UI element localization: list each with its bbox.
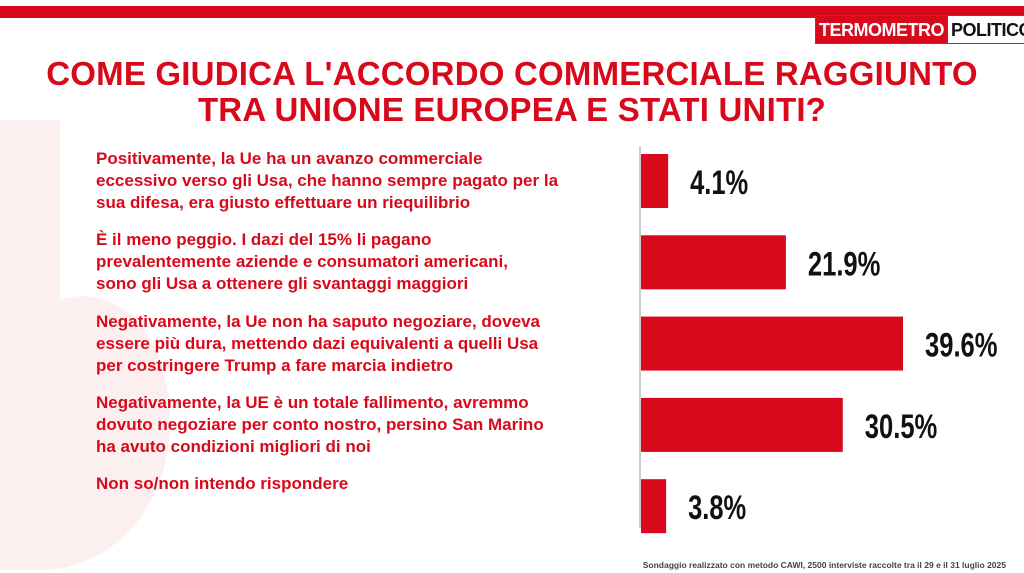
logo-part-termometro: TERMOMETRO bbox=[816, 16, 947, 43]
chart-title: COME GIUDICA L'ACCORDO COMMERCIALE RAGGI… bbox=[0, 56, 1024, 128]
category-label: È il meno peggio. I dazi del 15% li paga… bbox=[96, 229, 636, 295]
bar bbox=[641, 235, 786, 290]
category-label-line: È il meno peggio. I dazi del 15% li paga… bbox=[96, 230, 432, 250]
bar-value-label: 21.9% bbox=[808, 245, 881, 283]
logo-part-politico: POLITICO bbox=[947, 16, 1024, 43]
category-label-line: essere più dura, mettendo dazi equivalen… bbox=[96, 333, 539, 353]
category-label-line: dovuto negoziare per conto nostro, persi… bbox=[96, 414, 544, 434]
title-line-2: TRA UNIONE EUROPEA E STATI UNITI? bbox=[197, 91, 827, 128]
category-label-line: Negativamente, la Ue non ha saputo negoz… bbox=[96, 311, 541, 331]
top-accent-bar bbox=[0, 6, 1024, 18]
footer-note: Sondaggio realizzato con metodo CAWI, 25… bbox=[642, 560, 1006, 570]
bar-value-label: 39.6% bbox=[925, 327, 998, 365]
bar bbox=[641, 316, 903, 371]
category-label-line: per costringere Trump a fare marcia indi… bbox=[96, 355, 454, 375]
category-label-line: Non so/non intendo rispondere bbox=[96, 474, 349, 494]
category-label-line: sono gli Usa a ottenere gli svantaggi ma… bbox=[96, 274, 469, 294]
category-label: Positivamente, la Ue ha un avanzo commer… bbox=[96, 148, 636, 214]
title-line-1: COME GIUDICA L'ACCORDO COMMERCIALE RAGGI… bbox=[46, 55, 978, 92]
category-label-line: Positivamente, la Ue ha un avanzo commer… bbox=[96, 149, 483, 168]
bar bbox=[641, 479, 667, 534]
category-label: Non so/non intendo rispondere bbox=[96, 473, 636, 495]
category-label-line: ha avuto condizioni migliori di noi bbox=[96, 436, 371, 456]
bar-value-label: 3.8% bbox=[688, 489, 746, 527]
category-label-line: Negativamente, la UE è un totale fallime… bbox=[96, 392, 529, 412]
category-label-line: sua difesa, era giusto effettuare un rie… bbox=[96, 193, 471, 212]
termometro-politico-logo: TERMOMETRO POLITICO bbox=[816, 16, 1024, 43]
category-label-line: prevalentemente aziende e consumatori am… bbox=[96, 252, 508, 272]
category-label-line: eccessivo verso gli Usa, che hanno sempr… bbox=[96, 171, 559, 190]
bar bbox=[641, 397, 843, 452]
category-label: Negativamente, la UE è un totale fallime… bbox=[96, 392, 636, 458]
category-label: Negativamente, la Ue non ha saputo negoz… bbox=[96, 311, 636, 377]
bar-value-label: 4.1% bbox=[690, 164, 748, 202]
bar-value-label: 30.5% bbox=[865, 408, 938, 446]
bar bbox=[641, 154, 669, 208]
